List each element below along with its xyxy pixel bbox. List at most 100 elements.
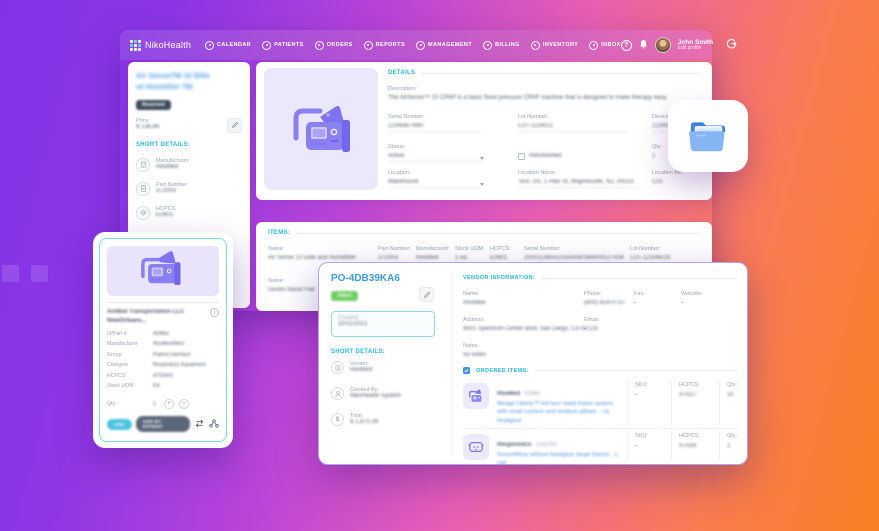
- vendor-label: Vendor:: [350, 361, 369, 367]
- total-label: Total:: [350, 413, 364, 419]
- vi-fax-value: -: [634, 300, 636, 306]
- person-icon: [331, 387, 344, 400]
- hcpcs-value: A7027: [679, 392, 697, 398]
- cpap-device-icon: [293, 106, 350, 152]
- nav-label: Inbox: [601, 42, 621, 48]
- inventory-icon: [530, 40, 540, 50]
- logo-text: NikoHealth: [145, 40, 192, 50]
- field-label: Stock UOM: [107, 383, 134, 389]
- cpap-mask-icon: [469, 389, 482, 402]
- network-icon[interactable]: [209, 415, 219, 433]
- item-manufacturer: ResMed: [416, 255, 439, 261]
- item-name[interactable]: Air Sense 10 Elite and Humidifier: [268, 255, 357, 261]
- hcpcs-value: A7034: [679, 443, 697, 449]
- created-date-box[interactable]: Created: 10/11/2021: [331, 311, 435, 337]
- field-label: HCPCS: [156, 205, 176, 212]
- field-value: Patient Interface: [153, 351, 191, 358]
- field-label: Category: [107, 362, 129, 368]
- user-menu[interactable]: John Smith Edit profile: [678, 39, 713, 52]
- hcpcs-label: HCPCS:: [679, 382, 700, 388]
- field-row: Stock UOM EA: [107, 383, 219, 389]
- refurbished-label: Refurbished: [529, 153, 562, 159]
- status-badge: Reserved: [136, 99, 171, 110]
- status-label: Status:: [388, 144, 406, 150]
- transfer-icon[interactable]: [194, 415, 205, 433]
- app-logo[interactable]: NikoHealth: [130, 39, 192, 51]
- field-row: HCPCS A7034/S: [107, 373, 219, 379]
- sku-label: SKU:: [635, 382, 648, 388]
- product-quick-card: AirMed Transportation LLC NewOrleans... …: [93, 232, 233, 448]
- vi-phone-label: Phone:: [584, 291, 602, 297]
- refurbished-checkbox[interactable]: [518, 153, 525, 160]
- location-select[interactable]: Warehouse: [388, 179, 483, 188]
- orders-icon: [314, 40, 324, 50]
- dollar-icon: $: [331, 413, 344, 426]
- chevron-down-icon: [480, 183, 484, 186]
- documents-card[interactable]: [668, 100, 748, 172]
- nav-item-orders[interactable]: Orders: [314, 40, 353, 50]
- nav-item-management[interactable]: Management: [416, 40, 473, 50]
- location-bin-value: C01: [652, 179, 664, 185]
- divider: [107, 302, 219, 303]
- logout-icon[interactable]: [726, 36, 737, 54]
- decrement-button[interactable]: −: [178, 399, 189, 409]
- nav-menu: Calendar Patients Orders Reports Managem…: [205, 40, 621, 50]
- calendar-icon: [205, 40, 215, 50]
- nav-label: Management: [428, 42, 473, 48]
- vi-address-value: 9001 Spectrum Center Blvd, San Diego, CA…: [463, 326, 598, 332]
- folder-icon: [689, 122, 726, 152]
- lot-value[interactable]: LOT-1234/21: [518, 123, 628, 132]
- add-button[interactable]: ADD: [107, 418, 132, 430]
- location-name-value[interactable]: Test, c/o, 1 Pike St, Waynesville, NJ, 0…: [518, 179, 640, 188]
- nav-item-patients[interactable]: Patients: [262, 40, 304, 50]
- created-label: Created:: [338, 315, 360, 321]
- price-value: $ 138.86: [136, 123, 160, 130]
- vi-name-label: Name:: [463, 291, 480, 297]
- product-image: [107, 246, 219, 296]
- hcpcs-label: HCPCS:: [679, 433, 700, 439]
- vi-email-value: -: [584, 326, 586, 332]
- user-avatar[interactable]: [654, 37, 671, 53]
- edit-button[interactable]: [227, 117, 242, 133]
- item-description-link[interactable]: Mirage Liberty™ full face mask frame sys…: [497, 401, 613, 424]
- management-icon: [416, 40, 426, 50]
- divider: [451, 275, 452, 455]
- field-label: Group: [107, 351, 122, 358]
- product-title-row: AirMed Transportation LLC NewOrleans... …: [107, 308, 219, 326]
- vi-website-label: Website:: [681, 291, 703, 297]
- status-select[interactable]: Active: [388, 153, 483, 162]
- building-icon: [331, 361, 344, 374]
- nav-label: Orders: [326, 42, 353, 48]
- increment-button[interactable]: +: [163, 399, 174, 409]
- field-label: Id/Part #: [107, 330, 127, 337]
- edit-button[interactable]: [419, 287, 434, 302]
- nav-label: Calendar: [217, 42, 252, 48]
- nav-item-inbox[interactable]: Inbox: [589, 40, 621, 50]
- qty-value: 1: [153, 401, 156, 407]
- notifications-icon[interactable]: [639, 36, 648, 54]
- help-icon[interactable]: ?: [620, 39, 632, 51]
- ordered-item-image: [463, 434, 489, 460]
- nav-item-calendar[interactable]: Calendar: [205, 40, 252, 50]
- nav-item-inventory[interactable]: Inventory: [530, 40, 578, 50]
- nav-item-billing[interactable]: Billing: [483, 40, 520, 50]
- logo-icon: [130, 39, 141, 51]
- field-value: ResMed: [156, 163, 179, 170]
- chevron-down-icon: [480, 157, 484, 160]
- po-number: PO-4DB39KA6: [331, 273, 400, 284]
- item-code: 1116750: [535, 442, 557, 448]
- item-hcpcs: E0601: [490, 255, 508, 261]
- select-all-checkbox[interactable]: [463, 367, 470, 374]
- price-row: Price: $ 138.86: [136, 117, 242, 133]
- vi-notes-value: no notes: [463, 352, 487, 358]
- add-by-patient-button[interactable]: ADD BY PATIENT: [135, 416, 190, 432]
- vendor-info-header: VENDOR INFORMATION:: [463, 275, 536, 281]
- serial-value[interactable]: 123456/7890: [388, 123, 483, 132]
- info-icon[interactable]: i: [210, 308, 219, 317]
- item-description-link[interactable]: DreamWear without headgear (large frame)…: [497, 452, 620, 467]
- nav-item-reports[interactable]: Reports: [363, 40, 405, 50]
- field-value: E0601: [156, 211, 174, 218]
- item-lot: LOT-123/46/29: [630, 255, 671, 261]
- vi-website-value: -: [681, 300, 683, 306]
- field-row: Group Patient Interface: [107, 352, 219, 358]
